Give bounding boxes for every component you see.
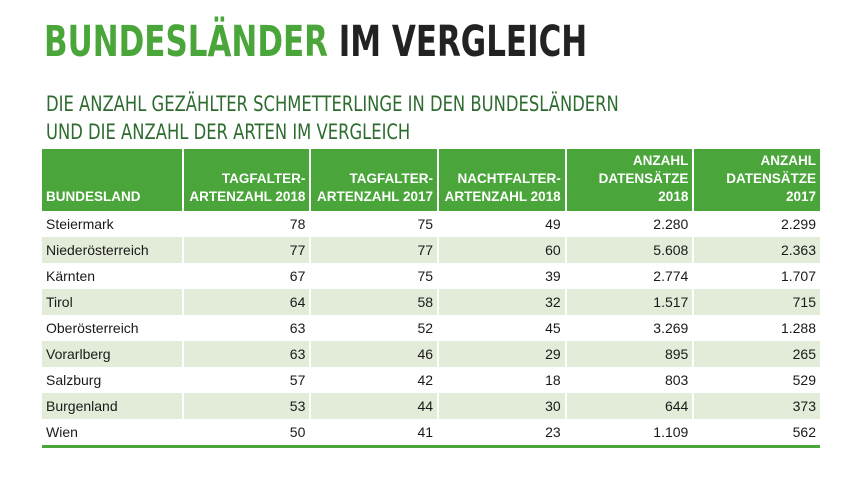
- header-bundesland: BUNDESLAND: [42, 149, 183, 211]
- value-cell: 2.299: [692, 211, 820, 237]
- value-cell: 5.608: [564, 237, 694, 263]
- table-row: Wien 50 41 23 1.109 562: [42, 419, 820, 447]
- value-cell: 803: [564, 367, 694, 393]
- header-label-line: NACHTFALTER-: [457, 171, 561, 186]
- value-cell: 77: [309, 237, 439, 263]
- state-name-cell: Salzburg: [46, 372, 102, 388]
- value-cell: 49: [437, 211, 566, 237]
- value-cell: 63: [181, 315, 311, 341]
- subtitle-line-1: DIE ANZAHL GEZÄHLTER SCHMETTERLINGE IN D…: [46, 92, 619, 116]
- value-cell: 1.707: [692, 263, 820, 289]
- value-cell: 715: [692, 289, 820, 315]
- state-name-cell: Oberösterreich: [46, 320, 139, 336]
- header-label-line: ARTENZAHL 2018: [444, 189, 561, 204]
- header-tagfalter-2018: TAGFALTER- ARTENZAHL 2018: [181, 149, 311, 211]
- value-cell: 42: [309, 367, 439, 393]
- value-cell: 18: [437, 367, 566, 393]
- value-cell: 46: [309, 341, 439, 367]
- value-cell: 2.363: [692, 237, 820, 263]
- table-row: Burgenland 53 44 30 644 373: [42, 393, 820, 419]
- header-label-line: ARTENZAHL 2018: [189, 189, 306, 204]
- header-label-line: ARTENZAHL 2017: [317, 189, 434, 204]
- value-cell: 75: [309, 263, 439, 289]
- state-name-cell: Kärnten: [46, 268, 96, 284]
- state-name-cell: Wien: [46, 424, 78, 440]
- value-cell: 63: [181, 341, 311, 367]
- value-cell: 50: [181, 419, 311, 447]
- value-cell: 644: [564, 393, 694, 419]
- value-cell: 2.774: [564, 263, 694, 289]
- table-row: Niederösterreich 77 77 60 5.608 2.363: [42, 237, 820, 263]
- value-cell: 30: [437, 393, 566, 419]
- header-label-line: 2018: [658, 189, 689, 204]
- header-label-line: BUNDESLAND: [46, 189, 141, 204]
- value-cell: 78: [181, 211, 311, 237]
- comparison-table: BUNDESLAND TAGFALTER- ARTENZAHL 2018 TAGFAL…: [42, 149, 820, 448]
- table-row: Salzburg 57 42 18 803 529: [42, 367, 820, 393]
- header-datensaetze-2017: ANZAHL DATENSÄTZE 2017: [692, 149, 820, 211]
- page-title: BUNDESLÄNDER IM VERGLEICH: [44, 16, 587, 68]
- value-cell: 1.109: [564, 419, 694, 447]
- value-cell: 52: [309, 315, 439, 341]
- header-datensaetze-2018: ANZAHL DATENSÄTZE 2018: [564, 149, 694, 211]
- table-row: Vorarlberg 63 46 29 895 265: [42, 341, 820, 367]
- value-cell: 45: [437, 315, 566, 341]
- table-row: Steiermark 78 75 49 2.280 2.299: [42, 211, 820, 237]
- value-cell: 3.269: [564, 315, 694, 341]
- value-cell: 44: [309, 393, 439, 419]
- value-cell: 64: [181, 289, 311, 315]
- value-cell: 23: [437, 419, 566, 447]
- header-label-line: 2017: [785, 189, 816, 204]
- page-title-rest: IM VERGLEICH: [338, 17, 588, 67]
- table-body: Steiermark 78 75 49 2.280 2.299 Niederösterrei…: [42, 211, 820, 447]
- value-cell: 562: [692, 419, 820, 447]
- value-cell: 529: [692, 367, 820, 393]
- value-cell: 58: [309, 289, 439, 315]
- value-cell: 1.288: [692, 315, 820, 341]
- header-tagfalter-2017: TAGFALTER- ARTENZAHL 2017: [309, 149, 439, 211]
- value-cell: 39: [437, 263, 566, 289]
- header-label-line: TAGFALTER-: [349, 171, 434, 186]
- value-cell: 32: [437, 289, 566, 315]
- state-name-cell: Niederösterreich: [42, 237, 183, 263]
- state-name-cell: Vorarlberg: [42, 341, 183, 367]
- header-label-line: ANZAHL: [760, 153, 817, 168]
- value-cell: 373: [692, 393, 820, 419]
- table-header-row: BUNDESLAND TAGFALTER- ARTENZAHL 2018 TAGFAL…: [42, 149, 820, 211]
- state-name-cell: Tirol: [42, 289, 183, 315]
- value-cell: 77: [181, 237, 311, 263]
- value-cell: 53: [181, 393, 311, 419]
- table-row: Oberösterreich 63 52 45 3.269 1.288: [42, 315, 820, 341]
- value-cell: 2.280: [564, 211, 694, 237]
- value-cell: 29: [437, 341, 566, 367]
- state-name-cell: Burgenland: [42, 393, 183, 419]
- header-label-line: DATENSÄTZE: [598, 171, 689, 186]
- table-row: Tirol 64 58 32 1.517 715: [42, 289, 820, 315]
- value-cell: 57: [181, 367, 311, 393]
- header-label-line: ANZAHL: [632, 153, 689, 168]
- subtitle-line-2: UND DIE ANZAHL DER ARTEN IM VERGLEICH: [46, 120, 411, 144]
- page-title-highlight: BUNDESLÄNDER: [44, 17, 329, 67]
- value-cell: 75: [309, 211, 439, 237]
- value-cell: 265: [692, 341, 820, 367]
- value-cell: 41: [309, 419, 439, 447]
- header-nachtfalter-2018: NACHTFALTER- ARTENZAHL 2018: [437, 149, 566, 211]
- value-cell: 67: [181, 263, 311, 289]
- table-subtitle: DIE ANZAHL GEZÄHLTER SCHMETTERLINGE IN D…: [46, 90, 619, 146]
- value-cell: 895: [564, 341, 694, 367]
- value-cell: 1.517: [564, 289, 694, 315]
- table-row: Kärnten 67 75 39 2.774 1.707: [42, 263, 820, 289]
- value-cell: 60: [437, 237, 566, 263]
- header-label-line: DATENSÄTZE: [726, 171, 816, 186]
- state-name-cell: Steiermark: [46, 216, 114, 232]
- header-label-line: TAGFALTER-: [221, 171, 306, 186]
